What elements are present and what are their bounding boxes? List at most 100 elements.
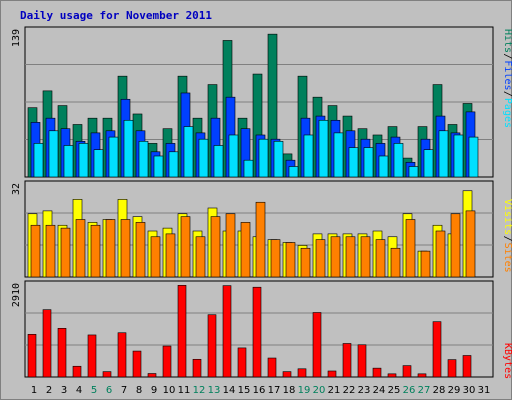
- visits-ymax-label: 32: [11, 183, 22, 195]
- kbytes-bar-kbytes-18: [282, 371, 292, 378]
- legend-separator: /: [502, 53, 512, 59]
- visits-bar-sites-14: [225, 213, 236, 278]
- kbytes-bar-kbytes-20: [312, 312, 322, 378]
- day-label-15: 15: [238, 385, 251, 396]
- day-label-16: 16: [253, 385, 266, 396]
- visits-bar-sites-1: [30, 224, 41, 278]
- visits-bar-sites-15: [240, 222, 251, 278]
- kbytes-bar-kbytes-29: [447, 359, 457, 378]
- hits-bar-pages-30: [468, 136, 479, 178]
- visits-bar-sites-20: [315, 239, 326, 278]
- day-label-6: 6: [106, 385, 112, 396]
- day-label-22: 22: [343, 385, 356, 396]
- kbytes-bar-kbytes-15: [237, 347, 247, 378]
- kbytes-bar-kbytes-6: [102, 371, 112, 378]
- hits-bar-pages-10: [168, 151, 179, 178]
- day-label-3: 3: [61, 385, 67, 396]
- day-label-30: 30: [463, 385, 476, 396]
- kbytes-bar-kbytes-4: [72, 365, 82, 378]
- hits-bar-pages-6: [108, 136, 119, 178]
- visits-bar-sites-16: [255, 201, 266, 278]
- day-label-14: 14: [223, 385, 236, 396]
- kbytes-ymax-label: 2910: [11, 283, 22, 307]
- hits-bar-pages-28: [438, 130, 449, 178]
- day-label-7: 7: [121, 385, 127, 396]
- visits-bar-sites-27: [420, 250, 431, 278]
- hits-ymax-label: 139: [11, 29, 22, 47]
- kbytes-bar-kbytes-23: [357, 344, 367, 378]
- kbytes-bar-kbytes-5: [87, 334, 97, 378]
- visits-legend-sites: Sites: [502, 243, 512, 273]
- kbytes-bar-kbytes-16: [252, 286, 262, 378]
- day-label-4: 4: [76, 385, 82, 396]
- kbytes-bar-kbytes-26: [402, 365, 412, 378]
- visits-bar-sites-29: [450, 213, 461, 278]
- day-label-28: 28: [433, 385, 446, 396]
- day-label-20: 20: [313, 385, 326, 396]
- visits-legend-visits: Visits: [502, 199, 512, 235]
- visits-bar-sites-22: [345, 236, 356, 278]
- visits-bar-sites-8: [135, 222, 146, 278]
- hits-bar-pages-27: [423, 149, 434, 178]
- hits-bar-pages-13: [213, 145, 224, 178]
- visits-bar-sites-25: [390, 247, 401, 278]
- visits-bar-sites-17: [270, 239, 281, 278]
- kbytes-bar-kbytes-1: [27, 334, 37, 378]
- day-label-9: 9: [151, 385, 157, 396]
- visits-bar-sites-9: [150, 236, 161, 278]
- hits-bar-pages-8: [138, 140, 149, 178]
- hits-bar-pages-4: [78, 143, 89, 178]
- hits-bar-pages-24: [378, 155, 389, 178]
- hits-bar-pages-22: [348, 147, 359, 178]
- day-label-13: 13: [208, 385, 221, 396]
- visits-bar-sites-10: [165, 233, 176, 278]
- day-label-25: 25: [388, 385, 401, 396]
- day-label-24: 24: [373, 385, 386, 396]
- hits-bar-pages-25: [393, 143, 404, 178]
- visits-bar-sites-4: [75, 219, 86, 278]
- day-label-11: 11: [178, 385, 191, 396]
- hits-bar-pages-29: [453, 134, 464, 178]
- visits-bar-sites-11: [180, 216, 191, 278]
- hits-bar-pages-3: [63, 145, 74, 178]
- kbytes-bar-kbytes-3: [57, 328, 67, 378]
- day-label-10: 10: [163, 385, 176, 396]
- day-label-8: 8: [136, 385, 142, 396]
- kbytes-bar-kbytes-13: [207, 314, 217, 378]
- visits-bar-sites-5: [90, 224, 101, 278]
- kbytes-bar-kbytes-2: [42, 309, 52, 378]
- hits-bar-pages-7: [123, 119, 134, 178]
- kbytes-bar-kbytes-24: [372, 367, 382, 378]
- hits-bar-pages-17: [273, 140, 284, 178]
- day-label-18: 18: [283, 385, 296, 396]
- kbytes-bar-kbytes-28: [432, 321, 442, 378]
- kbytes-bar-kbytes-7: [117, 332, 127, 378]
- hits-bar-pages-20: [318, 119, 329, 178]
- hits-bar-pages-21: [333, 132, 344, 178]
- visits-bar-sites-24: [375, 239, 386, 278]
- hits-bar-pages-15: [243, 159, 254, 178]
- kbytes-bar-kbytes-21: [327, 370, 337, 378]
- day-label-29: 29: [448, 385, 461, 396]
- hits-legend-hits: Hits: [502, 29, 512, 53]
- visits-bar-sites-19: [300, 247, 311, 278]
- hits-bar-pages-2: [48, 130, 59, 178]
- day-label-31: 31: [478, 385, 491, 396]
- kbytes-bar-kbytes-30: [462, 355, 472, 378]
- legend-separator: /: [502, 236, 512, 242]
- kbytes-bar-kbytes-25: [387, 373, 397, 378]
- visits-bar-sites-7: [120, 219, 131, 278]
- hits-bar-pages-14: [228, 134, 239, 178]
- legend-separator: /: [502, 91, 512, 97]
- hits-bar-pages-16: [258, 138, 269, 178]
- kbytes-legend-kbytes: KBytes: [502, 343, 512, 379]
- day-label-12: 12: [193, 385, 206, 396]
- kbytes-bar-kbytes-12: [192, 358, 202, 378]
- kbytes-bar-kbytes-14: [222, 285, 232, 378]
- hits-bar-pages-19: [303, 134, 314, 178]
- day-label-17: 17: [268, 385, 281, 396]
- visits-bar-sites-6: [105, 219, 116, 278]
- hits-bar-pages-11: [183, 126, 194, 178]
- visits-bar-sites-30: [465, 210, 476, 278]
